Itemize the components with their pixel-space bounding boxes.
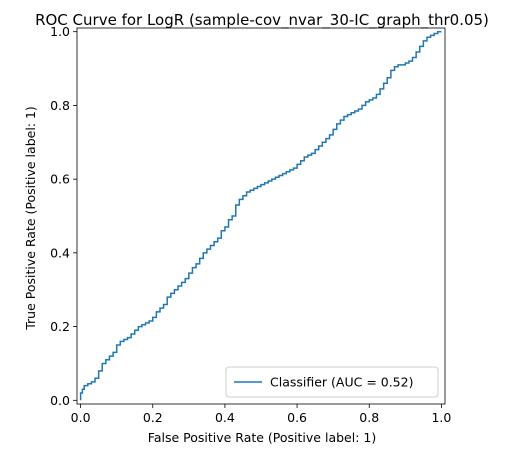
x-tick-label: 0.6: [287, 410, 307, 425]
legend: Classifier (AUC = 0.52): [225, 366, 439, 398]
x-axis-label: False Positive Rate (Positive label: 1): [148, 430, 376, 445]
y-tick-label: 1.0: [50, 24, 70, 39]
chart-title: ROC Curve for LogR (sample-cov_nvar_30-I…: [35, 11, 489, 30]
legend-label: Classifier (AUC = 0.52): [270, 375, 413, 390]
y-tick-label: 0.2: [50, 319, 70, 334]
x-tick-label: 0.8: [359, 410, 379, 425]
y-tick-label: 0.4: [50, 245, 70, 260]
x-tick-label: 1.0: [431, 410, 451, 425]
x-tick-label: 0.2: [143, 410, 163, 425]
plot-area: 0.0 0.2 0.4 0.6 0.8 1.0 0.0 0.2 0.4 0.6 0.8 1.0: [50, 24, 451, 425]
x-tick-label: 0.0: [71, 410, 91, 425]
y-tick-label: 0.6: [50, 172, 70, 187]
x-tick-label: 0.4: [215, 410, 235, 425]
y-tick-label: 0.0: [50, 393, 70, 408]
y-axis-label: True Positive Rate (Positive label: 1): [23, 106, 38, 331]
y-tick-label: 0.8: [50, 98, 70, 113]
roc-curve-series-0: [79, 30, 442, 401]
axes-frame: [76, 27, 446, 405]
legend-box: [225, 366, 439, 398]
